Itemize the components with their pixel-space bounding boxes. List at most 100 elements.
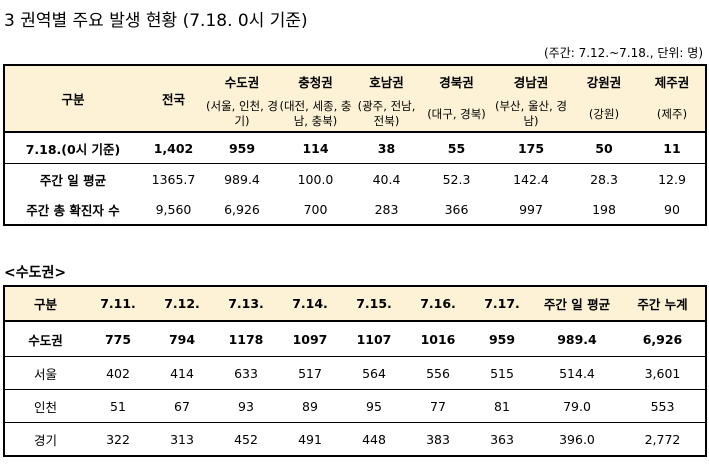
cell: 6,926 — [620, 321, 706, 357]
section-title: 3 권역별 주요 발생 현황 (7.18. 0시 기준) — [4, 11, 308, 31]
region-header: 충청권 — [298, 75, 333, 90]
national-header: 전국 — [141, 65, 206, 133]
region-subheader: (부산, 울산, 경남) — [493, 97, 569, 133]
table-row: 7.18.(0시 기준) 1,402 959 114 38 55 175 50 … — [4, 132, 706, 164]
cell: 79.0 — [534, 389, 620, 423]
cell: 383 — [426, 431, 450, 447]
cell: 90 — [664, 201, 680, 217]
cell: 1107 — [342, 321, 406, 357]
cell: 564 — [342, 356, 406, 390]
cell: 52.3 — [442, 171, 471, 187]
region-header: 경남권 — [513, 75, 549, 90]
column-header: 7.16. — [406, 286, 470, 322]
cell: 402 — [86, 356, 150, 390]
cell: 77 — [406, 389, 470, 423]
region-header: 강원권 — [586, 75, 622, 90]
cell: 142.4 — [513, 171, 549, 187]
row-label: 주간 일 평균 — [39, 172, 107, 188]
column-header: 7.15. — [342, 286, 406, 322]
table-row: 주간 총 확진자 수 9,560 6,926 700 283 366 997 1… — [4, 194, 706, 225]
region-header: 호남권 — [369, 75, 404, 90]
cell: 515 — [470, 356, 534, 390]
cell: 12.9 — [658, 171, 686, 187]
cell: 491 — [298, 431, 322, 447]
row-label: 경기 — [33, 432, 57, 448]
column-header: 7.11. — [86, 286, 150, 322]
region-subheader: (서울, 인천, 경기) — [206, 97, 278, 133]
cell: 1178 — [214, 321, 278, 357]
cell: 283 — [374, 201, 399, 217]
cell: 28.3 — [590, 171, 618, 187]
cell: 396.0 — [559, 431, 595, 447]
unit-note: (주간: 7.12.~7.18., 단위: 명) — [543, 46, 703, 60]
cell: 3,601 — [620, 356, 706, 390]
region-header: 제주권 — [654, 75, 690, 90]
column-header: 주간 누계 — [620, 286, 706, 322]
cell: 959 — [470, 321, 534, 357]
cell: 9,560 — [155, 201, 192, 217]
regional-summary-table: 구분 전국 수도권 충청권 호남권 경북권 경남권 강원권 제주권 (서울, 인… — [3, 64, 707, 226]
column-header: 주간 일 평균 — [534, 286, 620, 322]
cell: 6,926 — [224, 201, 260, 217]
cell: 95 — [342, 389, 406, 423]
row-label: 7.18.(0시 기준) — [4, 132, 141, 164]
cell: 38 — [353, 132, 420, 164]
column-header: 7.17. — [470, 286, 534, 322]
row-label: 서울 — [4, 356, 86, 390]
cell: 366 — [444, 201, 469, 217]
cell: 556 — [406, 356, 470, 390]
cell: 959 — [206, 132, 278, 164]
row-label: 인천 — [4, 389, 86, 423]
cell: 700 — [303, 201, 328, 217]
cell: 2,772 — [644, 431, 681, 447]
cell: 89 — [278, 389, 342, 423]
table-row: 수도권 775 794 1178 1097 1107 1016 959 989.… — [4, 321, 706, 357]
column-header: 7.13. — [214, 286, 278, 322]
cell: 198 — [592, 201, 616, 217]
cell: 100.0 — [297, 171, 334, 187]
region-subheader: (강원) — [569, 97, 639, 133]
region-subheader: (대전, 세종, 충남, 충북) — [278, 97, 353, 133]
cell: 1097 — [278, 321, 342, 357]
cell: 175 — [493, 132, 569, 164]
cell: 517 — [278, 356, 342, 390]
cell: 514.4 — [534, 356, 620, 390]
cell: 313 — [170, 431, 194, 447]
cell: 322 — [106, 431, 130, 447]
region-header: 수도권 — [224, 75, 260, 90]
cell: 114 — [278, 132, 353, 164]
cell: 1,402 — [141, 132, 206, 164]
row-label: 수도권 — [4, 321, 86, 357]
cell: 775 — [86, 321, 150, 357]
cell: 553 — [620, 389, 706, 423]
capital-area-heading: <수도권> — [4, 265, 67, 281]
cell: 67 — [150, 389, 214, 423]
column-header: 7.14. — [278, 286, 342, 322]
cell: 448 — [362, 431, 386, 447]
column-header: 구분 — [4, 286, 86, 322]
cell: 452 — [234, 431, 258, 447]
cell: 989.4 — [224, 171, 260, 187]
column-header: 7.12. — [150, 286, 214, 322]
corner-header: 구분 — [4, 65, 141, 133]
row-label: 주간 총 확진자 수 — [26, 202, 120, 218]
cell: 40.4 — [372, 171, 401, 187]
cell: 794 — [150, 321, 214, 357]
cell: 1016 — [406, 321, 470, 357]
cell: 414 — [150, 356, 214, 390]
cell: 363 — [490, 431, 514, 447]
region-subheader: (제주) — [639, 97, 706, 133]
region-header: 경북권 — [439, 75, 474, 90]
cell: 997 — [519, 201, 543, 217]
table-row: 인천 51 67 93 89 95 77 81 79.0 553 — [4, 389, 706, 423]
cell: 1365.7 — [151, 171, 196, 187]
cell: 55 — [420, 132, 493, 164]
cell: 51 — [86, 389, 150, 423]
cell: 93 — [214, 389, 278, 423]
table-row: 서울 402 414 633 517 564 556 515 514.4 3,6… — [4, 356, 706, 390]
cell: 989.4 — [534, 321, 620, 357]
region-subheader: (광주, 전남, 전북) — [353, 97, 420, 133]
table-header-row: 구분 7.11. 7.12. 7.13. 7.14. 7.15. 7.16. 7… — [4, 286, 706, 322]
region-subheader: (대구, 경북) — [420, 97, 493, 133]
table-row: 경기 322 313 452 491 448 383 363 396.0 2,7… — [4, 423, 706, 457]
